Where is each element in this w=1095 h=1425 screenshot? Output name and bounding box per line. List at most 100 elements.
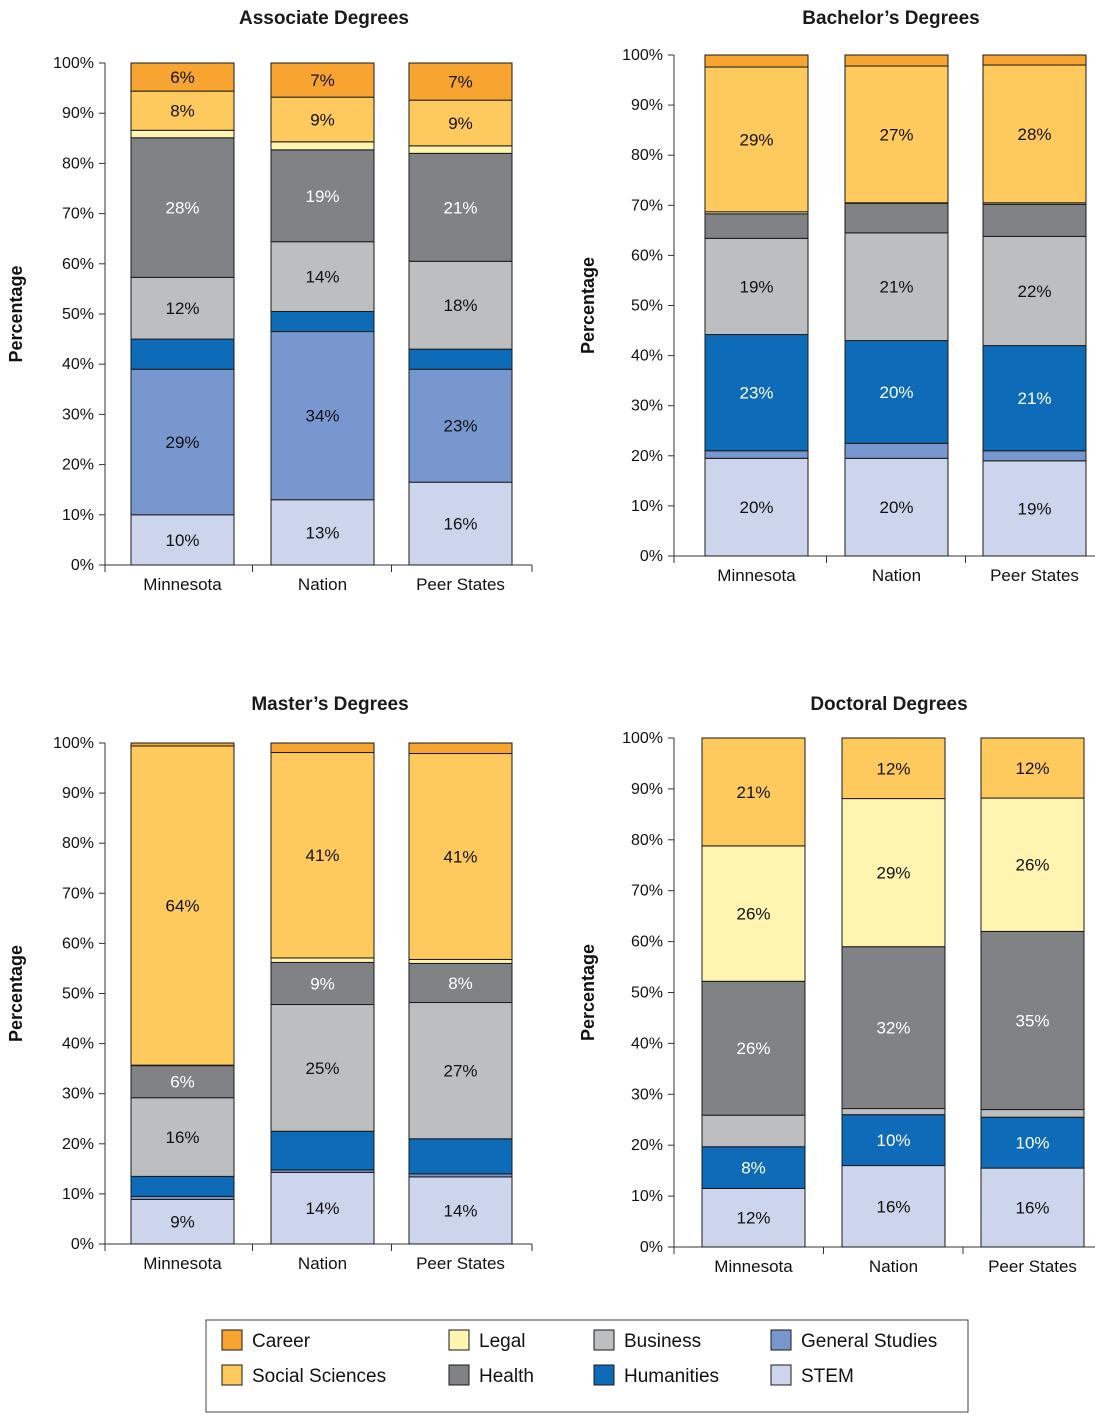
y-tick-label: 20% (631, 1137, 663, 1154)
bar-segment (270, 752, 375, 959)
data-label: 64% (165, 897, 199, 916)
data-label: 20% (739, 498, 773, 517)
y-tick-label: 80% (62, 155, 94, 172)
y-tick-label: 30% (62, 1086, 94, 1103)
bar-segment (130, 1097, 235, 1177)
y-tick-label: 50% (631, 298, 663, 315)
y-axis-label: Percentage (6, 265, 26, 362)
data-label: 6% (170, 68, 195, 87)
data-label: 19% (305, 187, 339, 206)
y-tick-label: 80% (631, 147, 663, 164)
chart-panel-3: Master’s Degrees Percentage 0% 10% 20% 30% 40%… (6, 694, 533, 1273)
y-tick-label: 40% (62, 1036, 94, 1053)
data-label: 23% (443, 417, 477, 436)
data-label: 7% (448, 73, 473, 92)
y-tick-label: 10% (631, 498, 663, 515)
chart-title: Associate Degrees (239, 8, 409, 29)
y-tick-label: 60% (62, 935, 94, 952)
data-label: 21% (736, 783, 770, 802)
data-label: 18% (443, 296, 477, 315)
y-tick-label: 0% (640, 1239, 663, 1256)
bar-segment (408, 958, 513, 964)
data-label: 28% (165, 199, 199, 218)
bar-segment (408, 145, 513, 154)
bar-segment (701, 845, 806, 982)
bar-segment (982, 64, 1087, 204)
category-label: Minnesota (143, 575, 222, 594)
chart-title: Bachelor’s Degrees (802, 8, 979, 29)
bar-segment (408, 368, 513, 483)
y-tick-label: 50% (62, 986, 94, 1003)
legend-swatch (593, 1364, 615, 1386)
data-label: 21% (1017, 389, 1051, 408)
bar-segment (701, 1146, 806, 1189)
data-label: 10% (1015, 1134, 1049, 1153)
bar-segment (130, 137, 235, 278)
bar-segment (980, 1116, 1085, 1169)
bar-segment (270, 241, 375, 312)
data-label: 14% (305, 1199, 339, 1218)
data-label: 12% (165, 299, 199, 318)
legend-label: Legal (479, 1331, 526, 1352)
bar-segment (980, 930, 1085, 1111)
data-label: 14% (305, 268, 339, 287)
bar-segment (980, 737, 1085, 799)
legend-swatch (221, 1329, 243, 1351)
bar-segment (270, 310, 375, 333)
legend-swatch (221, 1364, 243, 1386)
y-tick-label: 60% (62, 256, 94, 273)
bar-segment (408, 1002, 513, 1140)
bar-segment (270, 957, 375, 963)
y-tick-label: 10% (631, 1188, 663, 1205)
y-tick-label: 30% (631, 398, 663, 415)
y-tick-label: 10% (62, 507, 94, 524)
chart-title: Doctoral Degrees (810, 694, 967, 715)
legend-swatch (448, 1364, 470, 1386)
bar-segment (844, 442, 949, 459)
bar-segment (270, 742, 375, 754)
bar-segment (130, 1198, 235, 1245)
bar-segment (844, 202, 949, 234)
legend-swatch (770, 1364, 792, 1386)
data-label: 12% (1015, 759, 1049, 778)
y-axis-label: Percentage (578, 944, 598, 1041)
category-label: Peer States (416, 575, 505, 594)
y-tick-label: 30% (631, 1086, 663, 1103)
legend-label: STEM (801, 1366, 854, 1387)
y-tick-label: 50% (631, 985, 663, 1002)
bar-segment (270, 149, 375, 243)
bar-segment (130, 62, 235, 92)
y-tick-label: 60% (631, 934, 663, 951)
bar-segment (980, 1167, 1085, 1248)
data-label: 16% (443, 515, 477, 534)
y-tick-label: 70% (631, 197, 663, 214)
legend-label: Social Sciences (252, 1366, 386, 1387)
data-label: 29% (165, 433, 199, 452)
bar-segment (130, 742, 235, 747)
data-label: 25% (305, 1059, 339, 1078)
bar-segment (408, 152, 513, 262)
bar-segment (130, 129, 235, 139)
bar-segment (982, 54, 1087, 66)
data-label: 14% (443, 1201, 477, 1220)
y-tick-label: 40% (631, 1035, 663, 1052)
bar-segment (982, 345, 1087, 452)
bar-segment (408, 753, 513, 960)
bar-segment (841, 946, 946, 1110)
chart-panel-4: Doctoral Degrees Percentage 0% 10% 20% 30% 40%… (578, 694, 1095, 1276)
bar-segment (408, 260, 513, 350)
data-label: 27% (879, 125, 913, 144)
data-label: 35% (1015, 1011, 1049, 1030)
data-label: 7% (310, 71, 335, 90)
bar-segment (701, 737, 806, 847)
bar-segment (982, 460, 1087, 557)
bar-segment (704, 213, 809, 239)
bar-segment (980, 1109, 1085, 1118)
category-label: Peer States (416, 1254, 505, 1273)
bar-segment (841, 1108, 946, 1116)
chart-panel-1: Associate Degrees Percentage 0% 10% 20% 30% 40… (6, 8, 533, 594)
category-label: Nation (872, 566, 921, 585)
category-label: Minnesota (717, 566, 796, 585)
bar-segment (844, 232, 949, 342)
y-tick-label: 80% (62, 835, 94, 852)
